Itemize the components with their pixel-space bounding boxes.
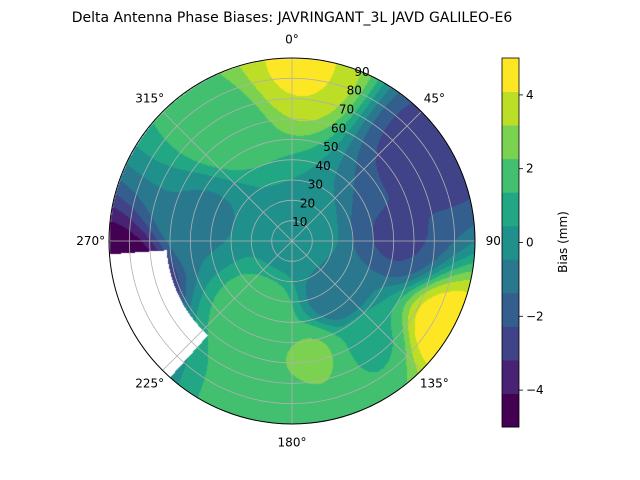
colorbar-bands bbox=[502, 58, 519, 428]
plot-frame bbox=[108, 57, 476, 425]
polar-grid bbox=[109, 58, 475, 424]
colorbar-band bbox=[502, 359, 519, 394]
angular-tick-label: 315° bbox=[135, 92, 164, 106]
colorbar: −4 −2 0 2 4 Bias (mm) bbox=[501, 57, 570, 428]
colorbar-band bbox=[502, 326, 519, 361]
angular-tick-label: 135° bbox=[420, 376, 449, 390]
angular-tick-label: 270° bbox=[76, 234, 105, 248]
angular-gridline bbox=[291, 240, 422, 371]
angular-tick-label: 0° bbox=[285, 33, 299, 47]
radial-tick-label: 40 bbox=[315, 159, 330, 173]
angular-tick-label: 225° bbox=[135, 376, 164, 390]
colorbar-band bbox=[502, 225, 519, 260]
colorbar-tick-label: −2 bbox=[526, 309, 544, 323]
radial-tick-label: 30 bbox=[308, 178, 323, 192]
radial-tick-label: 50 bbox=[323, 140, 338, 154]
angular-gridline bbox=[162, 111, 293, 242]
colorbar-band bbox=[502, 259, 519, 294]
colorbar-tick-label: 4 bbox=[526, 88, 534, 102]
colorbar-band bbox=[502, 393, 519, 428]
radial-tick-label: 90 bbox=[354, 65, 369, 79]
angular-tick-label: 180° bbox=[278, 435, 307, 449]
angular-gridline bbox=[162, 240, 293, 371]
angular-gridline bbox=[291, 111, 422, 242]
colorbar-ticks: −4 −2 0 2 4 bbox=[519, 88, 544, 397]
angular-tick-label: 90 bbox=[486, 234, 501, 248]
radial-tick-label: 20 bbox=[300, 196, 315, 210]
colorbar-band bbox=[502, 292, 519, 327]
radial-tick-label: 60 bbox=[331, 121, 346, 135]
radial-tick-label: 70 bbox=[339, 103, 354, 117]
colorbar-label: Bias (mm) bbox=[556, 211, 570, 273]
colorbar-tick-label: −4 bbox=[526, 383, 544, 397]
angular-tick-label: 45° bbox=[424, 92, 445, 106]
radial-tick-label: 80 bbox=[347, 84, 362, 98]
colorbar-tick-label: 2 bbox=[526, 162, 534, 176]
colorbar-band bbox=[502, 58, 519, 93]
colorbar-band bbox=[502, 158, 519, 193]
colorbar-tick-label: 0 bbox=[526, 236, 534, 250]
angular-tick-labels: 0° 45° 90 135° 180° 225° 270° 315° bbox=[76, 33, 501, 450]
colorbar-band bbox=[502, 91, 519, 126]
radial-tick-labels: 10 20 30 40 50 60 70 80 90 bbox=[292, 65, 370, 229]
radial-tick-label: 10 bbox=[292, 215, 307, 229]
chart-title: Delta Antenna Phase Biases: JAVRINGANT_3… bbox=[72, 10, 513, 26]
colorbar-band bbox=[502, 192, 519, 227]
colorbar-band bbox=[502, 125, 519, 160]
